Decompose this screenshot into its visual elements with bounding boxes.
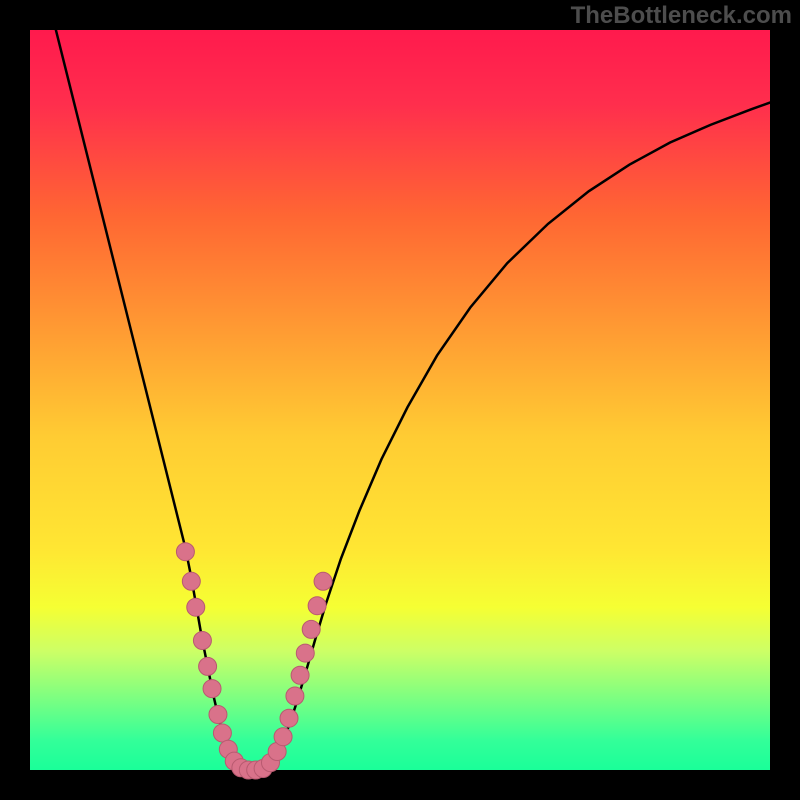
data-marker	[182, 572, 200, 590]
data-marker	[274, 728, 292, 746]
chart-container: TheBottleneck.com	[0, 0, 800, 800]
data-marker	[176, 543, 194, 561]
data-marker	[193, 632, 211, 650]
data-marker	[280, 709, 298, 727]
data-marker	[199, 657, 217, 675]
plot-background	[30, 30, 770, 770]
data-marker	[314, 572, 332, 590]
data-marker	[213, 724, 231, 742]
bottleneck-chart	[0, 0, 800, 800]
data-marker	[296, 644, 314, 662]
data-marker	[302, 620, 320, 638]
data-marker	[308, 597, 326, 615]
data-marker	[187, 598, 205, 616]
watermark-text: TheBottleneck.com	[571, 2, 792, 30]
data-marker	[286, 687, 304, 705]
data-marker	[203, 680, 221, 698]
data-marker	[291, 666, 309, 684]
data-marker	[209, 706, 227, 724]
